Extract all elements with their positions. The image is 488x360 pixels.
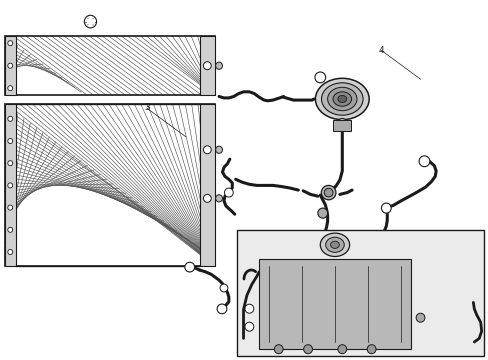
Ellipse shape (203, 194, 211, 202)
Ellipse shape (321, 83, 362, 115)
Ellipse shape (324, 188, 332, 197)
Ellipse shape (337, 118, 346, 129)
Ellipse shape (325, 237, 344, 252)
Ellipse shape (274, 345, 283, 354)
Bar (5, 36, 16, 95)
Bar (199, 36, 215, 95)
Ellipse shape (215, 62, 222, 69)
Text: 3: 3 (143, 104, 149, 112)
Ellipse shape (415, 313, 424, 322)
Ellipse shape (215, 195, 222, 202)
Ellipse shape (217, 304, 226, 314)
Text: 4: 4 (378, 46, 384, 55)
Ellipse shape (184, 262, 194, 272)
Ellipse shape (327, 87, 356, 111)
Ellipse shape (8, 249, 13, 255)
Ellipse shape (8, 63, 13, 68)
Ellipse shape (337, 345, 346, 354)
Bar (5, 36, 215, 95)
Ellipse shape (8, 139, 13, 144)
Ellipse shape (220, 284, 227, 292)
Ellipse shape (8, 205, 13, 210)
Ellipse shape (303, 345, 312, 354)
Ellipse shape (203, 146, 211, 154)
Bar (5, 104, 16, 266)
Ellipse shape (314, 72, 325, 83)
Ellipse shape (8, 41, 13, 46)
Ellipse shape (215, 146, 222, 153)
Ellipse shape (8, 116, 13, 121)
Ellipse shape (320, 233, 349, 256)
Bar (5, 104, 215, 266)
Ellipse shape (8, 183, 13, 188)
Ellipse shape (317, 208, 327, 218)
Ellipse shape (84, 15, 97, 28)
Ellipse shape (321, 185, 335, 200)
Ellipse shape (224, 188, 233, 197)
Ellipse shape (332, 92, 351, 106)
Bar (259, 259, 410, 349)
Ellipse shape (8, 227, 13, 232)
Bar (199, 104, 215, 266)
Ellipse shape (244, 322, 253, 331)
Ellipse shape (381, 203, 390, 213)
Ellipse shape (8, 161, 13, 166)
Ellipse shape (418, 156, 429, 167)
Ellipse shape (366, 345, 375, 354)
Ellipse shape (244, 304, 253, 313)
Bar (333, 120, 350, 131)
Ellipse shape (315, 78, 368, 120)
Bar (237, 230, 483, 356)
Ellipse shape (8, 86, 13, 91)
Ellipse shape (337, 95, 346, 103)
Ellipse shape (330, 241, 339, 248)
Ellipse shape (203, 62, 211, 69)
